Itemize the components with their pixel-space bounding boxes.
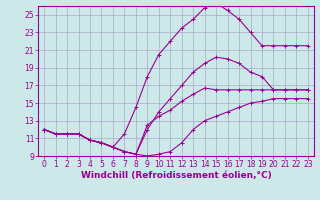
X-axis label: Windchill (Refroidissement éolien,°C): Windchill (Refroidissement éolien,°C) xyxy=(81,171,271,180)
